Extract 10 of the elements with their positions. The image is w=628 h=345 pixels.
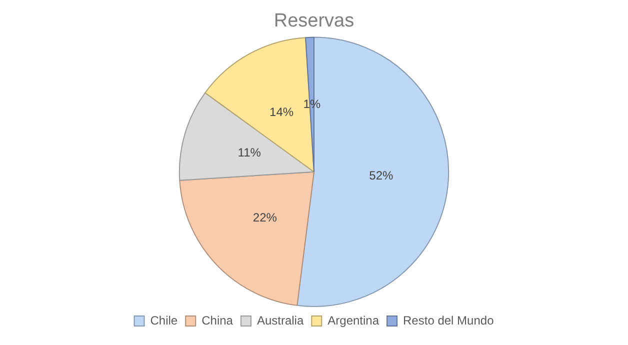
data-label: 22% — [252, 210, 278, 224]
legend-label: China — [202, 313, 234, 328]
legend-label: Argentina — [328, 313, 380, 328]
chart-title: Reservas — [274, 10, 354, 32]
legend-label: Australia — [256, 313, 304, 328]
legend-label: Chile — [150, 313, 178, 328]
data-label: 11% — [238, 145, 262, 160]
data-label: 52% — [369, 168, 394, 182]
data-label: 14% — [270, 105, 294, 120]
legend-label: Resto del Mundo — [403, 313, 494, 328]
